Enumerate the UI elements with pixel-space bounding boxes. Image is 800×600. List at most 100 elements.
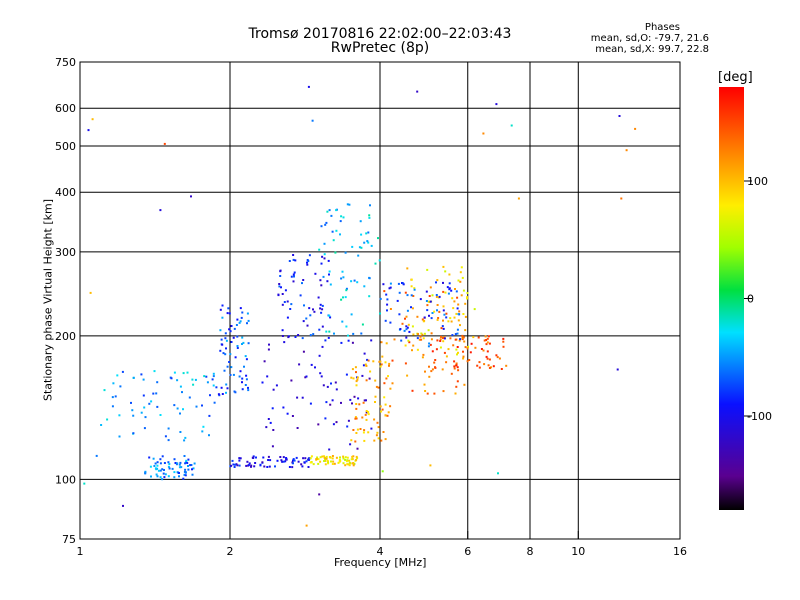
scatter-point bbox=[156, 475, 159, 478]
scatter-point bbox=[170, 377, 173, 380]
scatter-point bbox=[221, 343, 224, 346]
scatter-point bbox=[272, 429, 275, 431]
scatter-point bbox=[174, 462, 177, 464]
scatter-point bbox=[144, 470, 147, 473]
scatter-point bbox=[238, 457, 241, 460]
scatter-point bbox=[161, 455, 164, 458]
scatter-point bbox=[296, 396, 299, 399]
x-tick-label: 2 bbox=[227, 545, 234, 558]
scatter-point bbox=[178, 472, 180, 474]
scatter-point bbox=[422, 337, 425, 340]
scatter-point bbox=[326, 210, 329, 213]
scatter-point bbox=[339, 460, 342, 462]
scatter-point bbox=[454, 333, 457, 336]
scatter-point bbox=[442, 319, 444, 322]
scatter-point bbox=[255, 456, 257, 459]
scatter-point bbox=[412, 333, 415, 336]
scatter-point bbox=[142, 394, 145, 397]
scatter-point bbox=[470, 342, 473, 345]
scatter-point bbox=[234, 356, 237, 359]
scatter-point bbox=[155, 473, 158, 476]
scatter-point bbox=[243, 365, 245, 368]
scatter-point bbox=[439, 346, 442, 349]
scatter-point bbox=[355, 407, 358, 410]
scatter-point bbox=[228, 328, 231, 331]
scatter-point bbox=[320, 311, 323, 314]
scatter-point bbox=[323, 257, 326, 260]
scatter-point bbox=[430, 332, 433, 335]
scatter-point bbox=[365, 410, 368, 412]
scatter-point bbox=[236, 318, 239, 321]
scatter-point bbox=[464, 329, 467, 332]
scatter-point bbox=[439, 338, 442, 341]
scatter-point bbox=[440, 327, 443, 330]
scatter-point bbox=[285, 458, 288, 461]
scatter-point bbox=[469, 351, 472, 354]
scatter-point bbox=[150, 400, 153, 403]
scatter-point bbox=[325, 457, 328, 460]
x-tick-labels: 1 2 4 6 8 10 16 bbox=[77, 531, 687, 558]
scatter-point bbox=[367, 413, 370, 416]
scatter-point bbox=[340, 401, 342, 404]
scatter-point bbox=[342, 457, 345, 460]
y-tick-label: 400 bbox=[55, 186, 76, 199]
scatter-point bbox=[331, 463, 334, 465]
scatter-point bbox=[225, 383, 228, 386]
scatter-point bbox=[457, 303, 460, 306]
y-tick-label: 750 bbox=[55, 56, 76, 69]
scatter-point bbox=[229, 353, 232, 356]
scatter-point bbox=[375, 434, 378, 437]
scatter-point bbox=[112, 382, 115, 385]
scatter-point bbox=[442, 337, 444, 340]
scatter-point bbox=[208, 414, 211, 417]
scatter-point bbox=[339, 233, 341, 236]
scatter-point bbox=[363, 352, 366, 355]
scatter-point bbox=[352, 377, 355, 380]
scatter-point bbox=[301, 337, 304, 340]
scatter-point bbox=[355, 417, 358, 420]
scatter-point bbox=[303, 461, 306, 464]
scatter-point bbox=[435, 348, 438, 351]
scatter-point bbox=[378, 259, 381, 262]
scatter-point bbox=[464, 346, 467, 349]
scatter-point bbox=[457, 279, 460, 282]
scatter-point bbox=[459, 280, 462, 283]
phases-line-o: mean, sd,O: -79.7, 21.6 bbox=[590, 33, 709, 44]
scatter-point bbox=[305, 375, 308, 378]
scatter-point bbox=[325, 330, 328, 333]
scatter-point bbox=[289, 308, 292, 310]
scatter-point bbox=[331, 399, 334, 402]
scatter-point bbox=[472, 336, 475, 339]
scatter-point bbox=[466, 347, 469, 350]
scatter-point bbox=[185, 459, 188, 462]
scatter-point bbox=[455, 290, 458, 293]
scatter-point bbox=[517, 197, 520, 200]
scatter-point bbox=[340, 341, 343, 344]
scatter-point bbox=[245, 374, 248, 377]
scatter-point bbox=[167, 461, 170, 464]
scatter-point bbox=[306, 261, 308, 264]
scatter-point bbox=[241, 381, 243, 384]
scatter-point bbox=[447, 348, 450, 351]
scatter-point bbox=[429, 286, 432, 289]
scatter-point bbox=[292, 254, 295, 256]
phases-heading: Phases bbox=[644, 22, 680, 33]
scatter-point bbox=[450, 320, 453, 323]
scatter-point bbox=[178, 466, 181, 469]
scatter-point bbox=[278, 283, 281, 285]
scatter-point bbox=[156, 461, 159, 464]
scatter-point bbox=[377, 426, 380, 429]
scatter-point bbox=[293, 271, 296, 274]
scatter-point bbox=[398, 313, 401, 316]
scatter-point bbox=[167, 475, 170, 478]
scatter-point bbox=[466, 297, 468, 300]
scatter-point bbox=[462, 350, 464, 353]
scatter-point bbox=[347, 339, 350, 342]
scatter-point bbox=[352, 332, 355, 335]
scatter-point bbox=[350, 280, 353, 283]
scatter-point bbox=[320, 284, 323, 287]
scatter-point bbox=[369, 370, 372, 373]
scatter-point bbox=[163, 476, 166, 479]
scatter-point bbox=[466, 360, 469, 363]
scatter-point bbox=[377, 237, 379, 240]
